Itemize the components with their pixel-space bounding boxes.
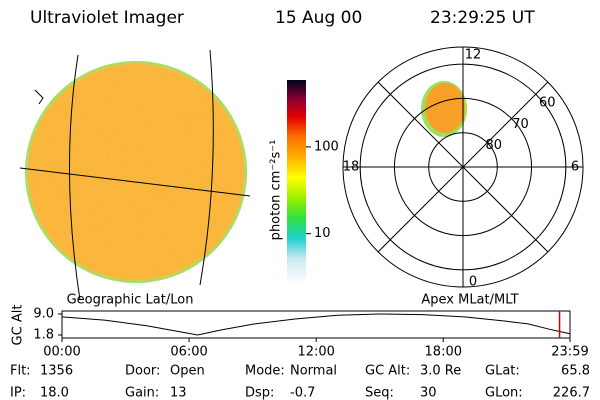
lon-line (69, 54, 81, 301)
info-value: 65.8 (561, 364, 590, 379)
info-value: 18.0 (40, 386, 69, 400)
x-tick-label: 12:00 (297, 345, 334, 360)
earth-image (19, 49, 251, 301)
polar-spoke (462, 81, 549, 168)
info-value: 13 (170, 386, 187, 400)
lat-ring-label: 80 (485, 138, 502, 153)
polar-spoke (462, 166, 549, 253)
info-label: Door: (125, 364, 160, 379)
lat-ring (359, 63, 567, 271)
x-tick-label: 23:59 (551, 345, 588, 360)
info-label: GLat: (485, 364, 520, 379)
mlt-label: 0 (469, 275, 477, 290)
info-label: Mode: (245, 364, 285, 379)
info-label: IP: (10, 386, 26, 400)
colorbar-tick-label: 10 (314, 226, 331, 241)
instrument: Ultraviolet Imager (30, 8, 184, 28)
geo-grid (19, 49, 251, 301)
x-tick-label: 06:00 (170, 345, 207, 360)
info-label: Seq: (365, 386, 394, 400)
info-value: 3.0 Re (420, 364, 461, 379)
mlt-label: 6 (571, 160, 579, 175)
auroral-oval-core (425, 83, 465, 133)
disk-texture (26, 62, 246, 282)
lat-ring (393, 97, 533, 237)
info-value: Open (170, 364, 205, 379)
colorbar-tick-label: 100 (314, 139, 339, 154)
polar-label: Apex MLat/MLT (421, 293, 518, 308)
polar-spoke (377, 166, 464, 253)
coast (34, 89, 44, 105)
info-value: 30 (420, 386, 437, 400)
time: 23:29:25 UT (430, 8, 535, 28)
info-value: 1356 (40, 364, 73, 379)
lat-ring (428, 132, 498, 202)
info-label: GC Alt: (365, 364, 410, 379)
x-tick-label: 00:00 (43, 345, 80, 360)
info-label: Dsp: (245, 386, 274, 400)
y-tick-label: 9.0 (33, 307, 54, 322)
info-label: Gain: (125, 386, 159, 400)
info-label: Flt: (10, 364, 31, 379)
info-value: Normal (290, 364, 337, 379)
lat-ring-label: 70 (512, 117, 529, 132)
info-value: -0.7 (290, 386, 315, 400)
info-label: GLon: (485, 386, 523, 400)
lat-ring-label: 60 (539, 96, 556, 111)
colorbar (287, 80, 306, 283)
info-value: 226.7 (553, 386, 590, 400)
left-label: Geographic Lat/Lon (67, 293, 194, 308)
x-tick-label: 18:00 (425, 345, 462, 360)
mlt-label: 12 (465, 48, 482, 63)
alt-ylabel: GC Alt (11, 305, 26, 346)
y-tick-label: 1.8 (33, 328, 54, 343)
mlt-label: 18 (343, 160, 360, 175)
date: 15 Aug 00 (275, 8, 362, 28)
altitude-curve (61, 313, 571, 336)
polar-spoke (377, 81, 464, 168)
colorbar-label: photon cm⁻²s⁻¹ (269, 140, 284, 241)
lon-line (199, 49, 214, 286)
